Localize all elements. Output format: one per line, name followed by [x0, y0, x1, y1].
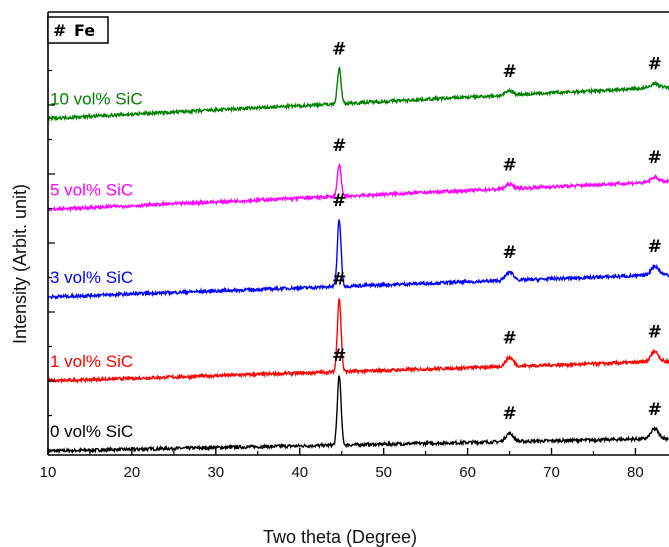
series-layer [47, 66, 669, 455]
series-line [47, 163, 669, 213]
legend-symbol: # [53, 21, 66, 40]
peak-marker: # [648, 55, 662, 75]
legend-phase: Fe [74, 21, 95, 40]
x-tick-label: 60 [459, 464, 476, 481]
series-line [47, 66, 669, 122]
peak-marker: # [332, 191, 346, 211]
series-line [47, 297, 669, 384]
x-tick-label: 80 [627, 464, 644, 481]
x-tick-label: 20 [124, 464, 141, 481]
peak-marker: # [502, 328, 516, 348]
series-label: 3 vol% SiC [50, 268, 133, 287]
series-line [47, 219, 669, 300]
series-label: 10 vol% SiC [50, 90, 143, 109]
peak-marker: # [502, 62, 516, 82]
series-label: 5 vol% SiC [50, 181, 133, 200]
x-tick-label: 30 [207, 464, 224, 481]
peak-marker: # [502, 156, 516, 176]
legend: # Fe [47, 16, 109, 44]
peak-marker: # [332, 346, 346, 366]
x-tick-label: 50 [375, 464, 392, 481]
series-line [47, 375, 669, 455]
peak-marker: # [648, 322, 662, 342]
peak-marker: # [502, 243, 516, 263]
y-axis-title: Intensity (Arbit. unit) [10, 184, 30, 344]
x-tick-label: 40 [291, 464, 308, 481]
peak-marker: # [332, 136, 346, 156]
legend-box [47, 16, 109, 44]
series-label: 0 vol% SiC [50, 422, 133, 441]
peak-marker: # [502, 404, 516, 424]
axes-layer: 10 20 30 40 50 60 70 80 [40, 11, 669, 481]
series-label: 1 vol% SiC [50, 352, 133, 371]
x-tick-label: 10 [40, 464, 57, 481]
peak-marker: # [648, 148, 662, 168]
x-axis-title: Two theta (Degree) [263, 527, 417, 547]
peak-marker: # [648, 237, 662, 257]
peak-marker: # [648, 400, 662, 420]
peak-marker: # [332, 269, 346, 289]
x-tick-label: 70 [543, 464, 560, 481]
labels-layer: 0 vol% SiC # # #1 vol% SiC # # #3 vol% SiC # # #5… [50, 40, 662, 441]
peak-marker: # [332, 40, 346, 60]
